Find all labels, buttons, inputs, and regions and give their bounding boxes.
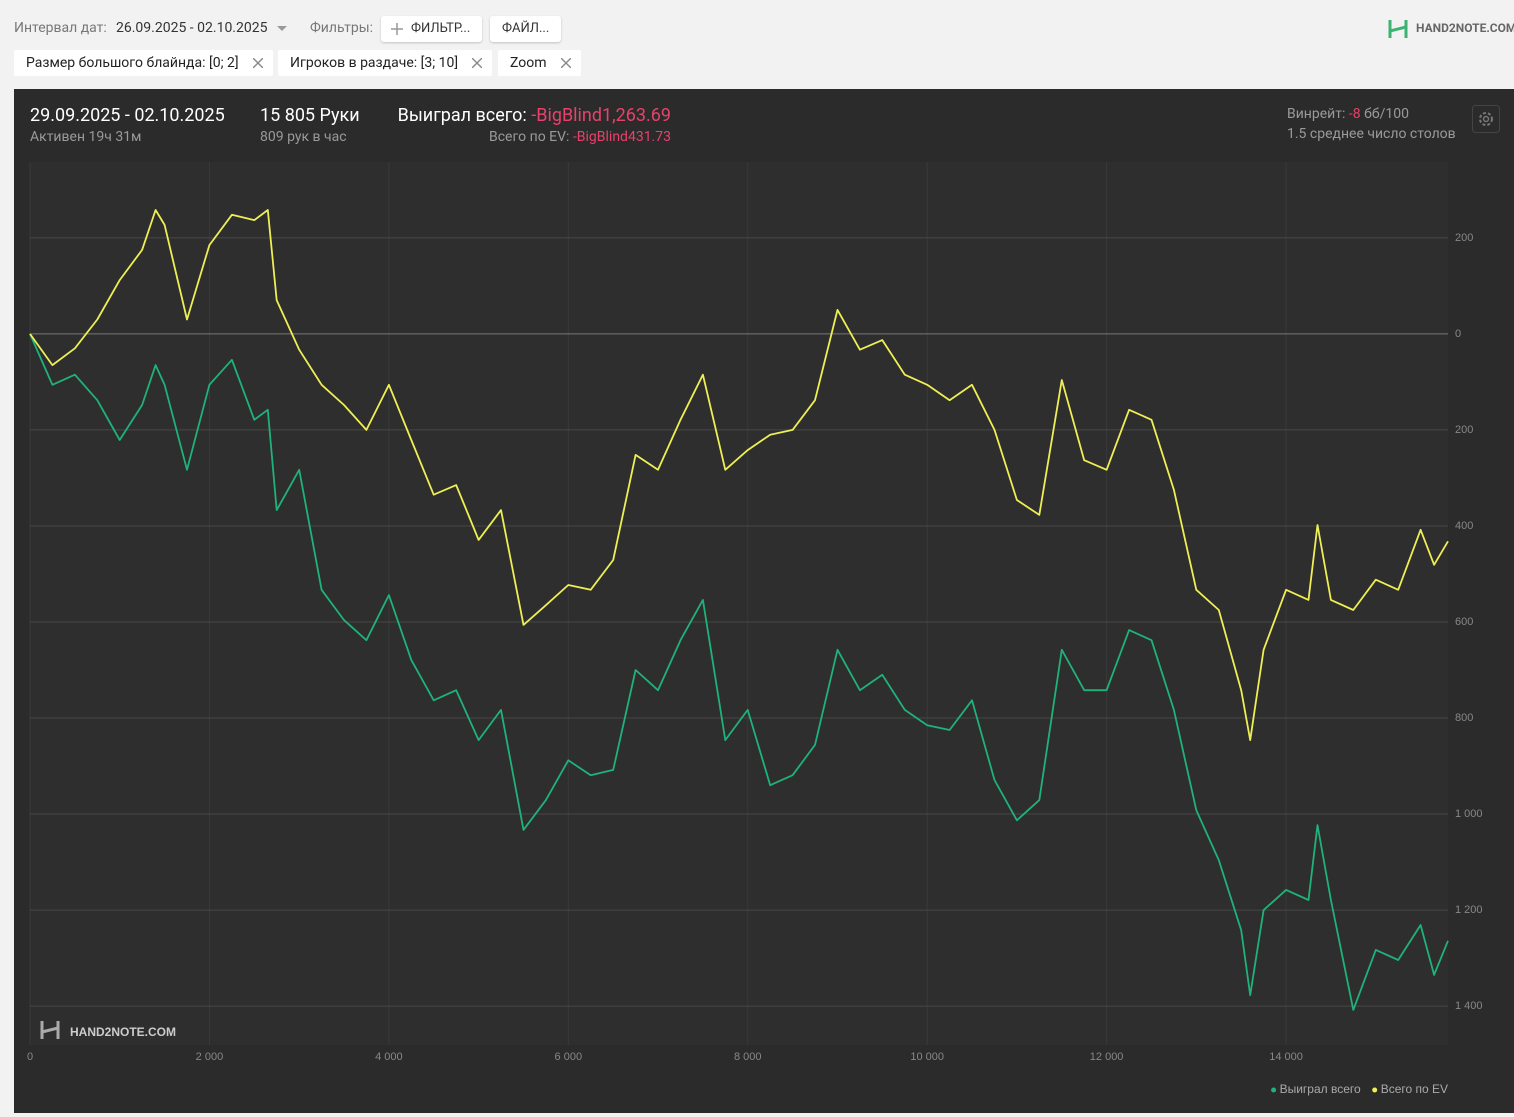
date-label: Интервал дат: bbox=[14, 20, 107, 36]
active-time: Активен 19ч 31м bbox=[30, 129, 142, 145]
x-tick-label: 8 000 bbox=[734, 1051, 762, 1063]
y-tick-label: 1 400 bbox=[1455, 1000, 1483, 1012]
close-icon[interactable] bbox=[560, 58, 571, 68]
x-tick-label: 12 000 bbox=[1090, 1051, 1124, 1063]
x-tick-label: 10 000 bbox=[910, 1051, 944, 1063]
plus-icon bbox=[391, 23, 403, 35]
legend: Всего по EV Выиграл всего bbox=[1271, 1082, 1448, 1096]
filter-chip[interactable]: Игроков в раздаче: [3; 10] bbox=[278, 50, 493, 76]
close-icon[interactable] bbox=[252, 58, 263, 68]
ev-label: Всего по EV: bbox=[488, 129, 570, 145]
ev-value: -BigBlind431.73 bbox=[572, 129, 671, 145]
won-total: Выиграл всего: -BigBlind1,263.69 bbox=[398, 105, 671, 126]
y-tick-label: 200 bbox=[1455, 232, 1473, 244]
y-tick-label: 0 bbox=[1455, 328, 1461, 340]
hands: 15 805 Руки bbox=[260, 105, 360, 126]
winrate-unit: бб/100 bbox=[1364, 106, 1409, 122]
series-line bbox=[29, 333, 1449, 1011]
close-icon[interactable] bbox=[472, 58, 483, 68]
x-tick-label: 6 000 bbox=[555, 1051, 583, 1063]
winrate-value: -8 bbox=[1348, 106, 1361, 122]
x-tick-label: 4 000 bbox=[375, 1051, 403, 1063]
chart: HAND2NOTE.COM 0 2 000 4 000 6 000 8 000 10 00… bbox=[27, 162, 1483, 1096]
y-tick-label: 1 000 bbox=[1455, 808, 1483, 820]
avg-tables: 1.5 среднее число столов bbox=[1287, 126, 1456, 142]
x-tick-label: 0 bbox=[27, 1051, 33, 1063]
dropdown-arrow[interactable] bbox=[277, 26, 287, 32]
y-tick-label: 200 bbox=[1455, 424, 1473, 436]
ev-total: Всего по EV: -BigBlind431.73 bbox=[489, 129, 671, 145]
chip-text: Zoom bbox=[510, 55, 547, 71]
filter-button-text: ФИЛЬТР... bbox=[411, 21, 471, 36]
won-value: -BigBlind1,263.69 bbox=[531, 105, 671, 126]
legend-label[interactable]: Выиграл всего bbox=[1280, 1082, 1361, 1096]
date-range[interactable]: 26.09.2025 - 02.10.2025 bbox=[116, 20, 268, 36]
x-tick-label: 2 000 bbox=[196, 1051, 224, 1063]
filter-button[interactable]: ФИЛЬТР... bbox=[381, 16, 483, 42]
chip-text: Размер большого блайнда: [0; 2] bbox=[26, 55, 239, 71]
x-tick-label: 14 000 bbox=[1269, 1051, 1303, 1063]
winrate: Винрейт: -8 бб/100 bbox=[1287, 106, 1409, 122]
file-button[interactable]: ФАЙЛ... bbox=[490, 16, 562, 42]
watermark-icon bbox=[40, 1021, 60, 1039]
legend-marker bbox=[1372, 1087, 1378, 1093]
y-tick-label: 800 bbox=[1455, 712, 1473, 724]
winrate-label: Винрейт: bbox=[1287, 106, 1346, 122]
graph-panel: 29.09.2025 - 02.10.2025 Активен 19ч 31м … bbox=[14, 89, 1514, 1113]
won-label: Выиграл всего: bbox=[397, 105, 527, 126]
y-tick-label: 600 bbox=[1455, 616, 1473, 628]
y-tick-label: 1 200 bbox=[1455, 904, 1483, 916]
period: 29.09.2025 - 02.10.2025 bbox=[30, 105, 225, 126]
chip-text: Игроков в раздаче: [3; 10] bbox=[290, 55, 459, 71]
hands-per-hour: 809 рук в час bbox=[260, 129, 347, 145]
y-tick-label: 400 bbox=[1455, 520, 1473, 532]
filter-chip[interactable]: Размер большого блайнда: [0; 2] bbox=[14, 50, 273, 76]
logo-icon bbox=[1388, 20, 1408, 38]
watermark: HAND2NOTE.COM bbox=[40, 1021, 176, 1039]
legend-marker bbox=[1271, 1087, 1277, 1093]
logo-text: HAND2NOTE.COM bbox=[1416, 21, 1514, 35]
watermark-text: HAND2NOTE.COM bbox=[70, 1025, 176, 1039]
filters-label: Фильтры: bbox=[310, 20, 373, 36]
settings-button[interactable] bbox=[1472, 105, 1500, 133]
legend-label[interactable]: Всего по EV bbox=[1381, 1082, 1448, 1096]
series-line bbox=[29, 209, 1449, 741]
filter-chip[interactable]: Zoom bbox=[498, 50, 581, 76]
file-button-text: ФАЙЛ... bbox=[502, 21, 550, 36]
